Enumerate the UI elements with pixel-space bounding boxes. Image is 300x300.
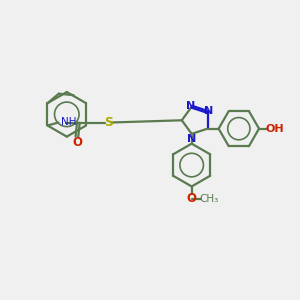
Text: OH: OH — [266, 124, 284, 134]
Text: O: O — [187, 192, 197, 206]
Text: S: S — [104, 116, 113, 129]
Text: N: N — [204, 106, 213, 116]
Text: N: N — [186, 100, 195, 110]
Text: O: O — [72, 136, 82, 148]
Text: NH: NH — [61, 117, 76, 127]
Text: N: N — [187, 134, 196, 144]
Text: CH₃: CH₃ — [200, 194, 219, 204]
